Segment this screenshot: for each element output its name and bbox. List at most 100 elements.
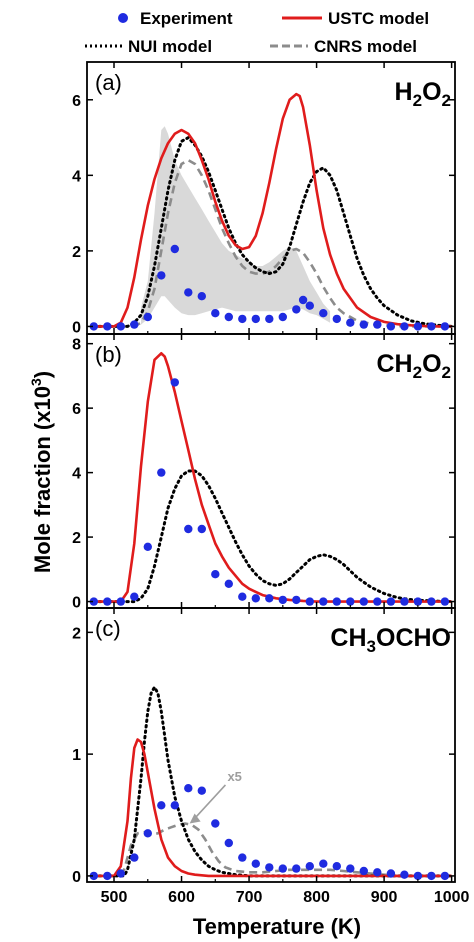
y-tick-label: 2 (72, 625, 81, 642)
species-part: 2 (413, 91, 422, 110)
experiment-point (116, 597, 126, 606)
y-tick-label: 2 (72, 244, 81, 261)
experiment-point (197, 292, 206, 301)
experiment-point (224, 838, 233, 848)
experiment-point (278, 864, 287, 873)
series-nui-line (92, 136, 454, 328)
experiment-point (427, 597, 436, 606)
legend: Experiment USTC model NUI model CNRS mod… (85, 9, 429, 56)
experiment-point (373, 597, 382, 606)
experiment-point (130, 592, 139, 601)
experiment-point (238, 592, 247, 601)
experiment-point (157, 271, 166, 280)
species-label: H2O2 (395, 78, 451, 110)
experiment-point (251, 859, 260, 868)
experiment-point (116, 869, 126, 878)
species-part: OCHO (376, 624, 451, 652)
uncertainty-band (141, 126, 331, 325)
species-part: 3 (367, 637, 376, 656)
experiment-point (251, 314, 260, 324)
experiment-point (400, 322, 409, 331)
legend-ustc-label: USTC model (328, 9, 429, 28)
experiment-point (157, 468, 166, 477)
experiment-point (413, 871, 423, 881)
experiment-point (386, 322, 396, 331)
experiment-point (440, 871, 450, 881)
experiment-point (332, 862, 341, 871)
y-axis-title-sup: 3 (28, 378, 44, 386)
x-axis-title: Temperature (K) (193, 914, 361, 939)
panel-label: (b) (95, 342, 122, 367)
x-tick-label: 700 (236, 889, 263, 906)
experiment-point (386, 869, 396, 878)
experiment-point (359, 597, 368, 606)
experiment-point (103, 871, 112, 881)
experiment-point (440, 322, 450, 331)
experiment-point (346, 597, 355, 606)
series-ustc-line (93, 738, 452, 878)
experiment-point (170, 244, 179, 254)
species-part: H (395, 78, 413, 106)
experiment-point (184, 524, 193, 534)
x-tick-label: 500 (101, 889, 128, 906)
experiment-point (170, 801, 179, 810)
experiment-point (305, 862, 314, 871)
experiment-point (265, 863, 274, 872)
legend-experiment-label: Experiment (140, 9, 233, 28)
experiment-point (251, 594, 260, 603)
experiment-point (130, 853, 139, 862)
experiment-point (157, 801, 166, 810)
series-nui-line (92, 469, 454, 604)
experiment-point (332, 314, 341, 324)
y-tick-label: 2 (72, 530, 81, 547)
y-tick-label: 4 (72, 466, 81, 483)
experiment-point (298, 295, 308, 305)
experiment-point (305, 301, 314, 310)
experiment-point (197, 786, 206, 795)
experiment-point (170, 378, 179, 387)
experiment-point (238, 314, 247, 324)
experiment-point (143, 542, 152, 551)
experiment-point (211, 819, 220, 828)
y-axis-title-main: Mole fraction (x10 (30, 386, 55, 573)
y-tick-label: 1 (72, 747, 81, 764)
experiment-point (89, 597, 99, 606)
annotation-arrow (193, 784, 227, 821)
experiment-point (278, 312, 287, 322)
x-tick-label: 900 (371, 889, 398, 906)
experiment-point (427, 871, 436, 881)
experiment-point (224, 312, 233, 322)
experiment-point (373, 320, 382, 329)
experiment-point (400, 597, 409, 606)
species-part: CH (377, 350, 413, 378)
panel-label: (c) (95, 616, 121, 641)
y-tick-label: 0 (72, 869, 81, 886)
experiment-point (413, 597, 423, 606)
experiment-point (386, 597, 396, 606)
experiment-point (427, 322, 436, 331)
experiment-point (373, 868, 382, 877)
experiment-point (116, 322, 126, 331)
experiment-point (130, 320, 139, 329)
y-tick-label: 6 (72, 401, 81, 418)
experiment-point (359, 866, 368, 876)
experiment-point (319, 309, 328, 318)
series-cnrs-line (93, 158, 452, 328)
experiment-point (292, 864, 301, 873)
experiment-point (265, 314, 274, 324)
experiment-point (292, 305, 301, 314)
experiment-point (224, 579, 233, 588)
experiment-point (184, 288, 193, 297)
experiment-point (103, 597, 112, 606)
y-tick-label: 0 (72, 595, 81, 612)
experiment-point (346, 318, 355, 327)
plot-frame (86, 607, 456, 883)
experiment-point (197, 524, 206, 534)
x-tick-label: 800 (303, 889, 330, 906)
experiment-point (332, 597, 341, 606)
series-ustc-line (93, 92, 452, 328)
y-tick-label: 4 (72, 168, 81, 185)
series-ustc-line (93, 352, 452, 603)
